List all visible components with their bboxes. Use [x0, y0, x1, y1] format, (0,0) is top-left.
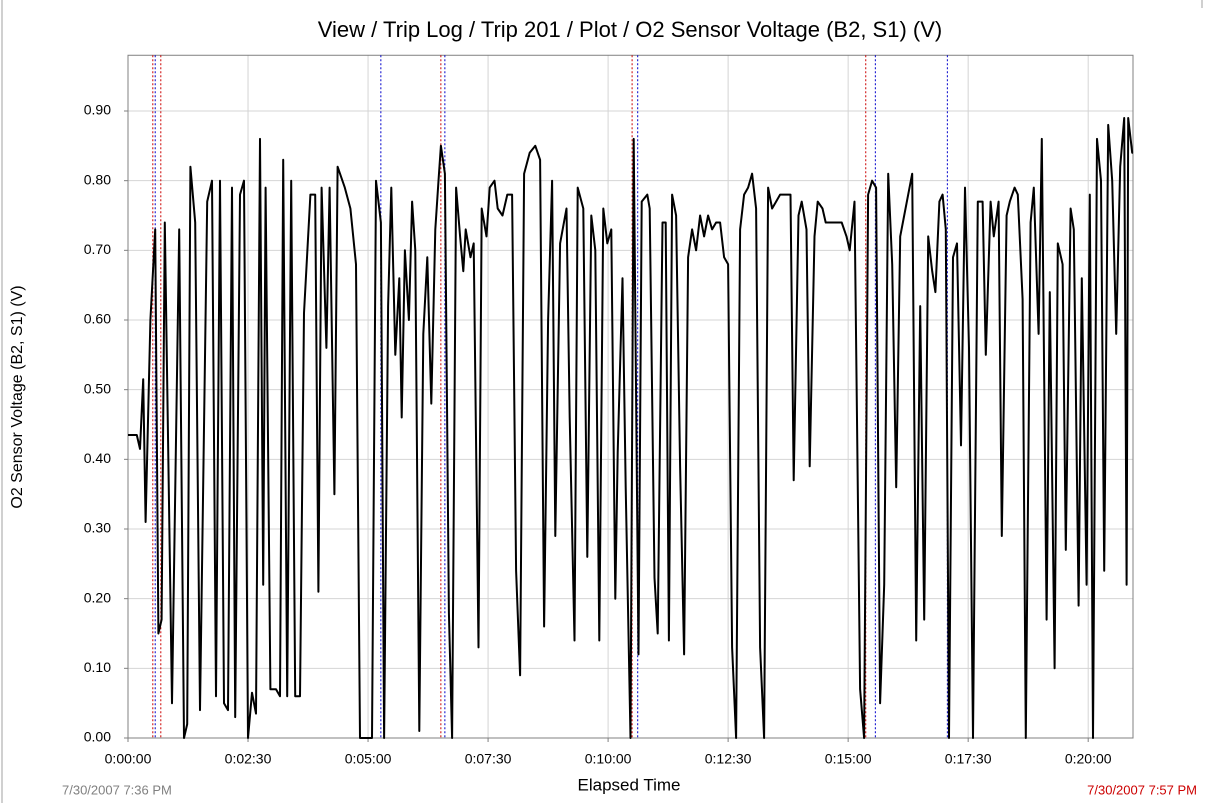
y-tick-label: 0.90	[84, 102, 111, 118]
start-time: 7/30/2007 7:36 PM	[62, 782, 172, 797]
y-tick-label: 0.80	[84, 171, 111, 187]
x-tick-label: 0:12:30	[705, 751, 752, 767]
x-tick-label: 0:10:00	[585, 751, 632, 767]
x-tick-label: 0:02:30	[225, 751, 272, 767]
x-axis-label: Elapsed Time	[578, 775, 681, 794]
data-line	[128, 117, 1134, 739]
y-axis-label: O2 Sensor Voltage (B2, S1) (V)	[9, 285, 26, 508]
y-tick-label: 0.10	[84, 659, 111, 675]
x-tick-label: 0:15:00	[825, 751, 872, 767]
x-tick-label: 0:07:30	[465, 751, 512, 767]
end-time: 7/30/2007 7:57 PM	[1087, 782, 1197, 797]
y-tick-label: 0.70	[84, 241, 111, 257]
y-tick-label: 0.60	[84, 311, 111, 327]
x-tick-label: 0:00:00	[105, 751, 152, 767]
y-tick-label: 0.20	[84, 589, 111, 605]
x-tick-label: 0:05:00	[345, 751, 392, 767]
y-tick-label: 0.40	[84, 450, 111, 466]
y-tick-label: 0.30	[84, 520, 111, 536]
chart-title: View / Trip Log / Trip 201 / Plot / O2 S…	[318, 17, 942, 42]
y-tick-label: 0.00	[84, 729, 111, 745]
x-tick-label: 0:20:00	[1065, 751, 1112, 767]
y-tick-label: 0.50	[84, 380, 111, 396]
x-tick-label: 0:17:30	[945, 751, 992, 767]
